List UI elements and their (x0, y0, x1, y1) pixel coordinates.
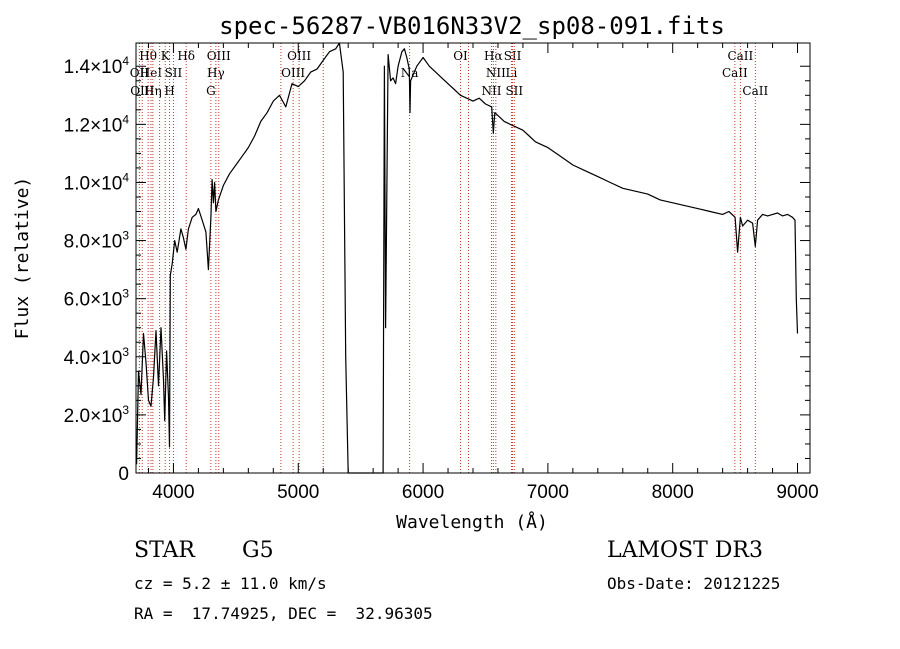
x-axis-label: Wavelength (Å) (396, 511, 548, 533)
y-tick-label: 1.2×104 (64, 112, 130, 136)
line-marker-label-2: Hθ (139, 49, 157, 63)
line-marker-label-21: Hα (484, 49, 503, 63)
x-tick-label: 5000 (277, 482, 319, 503)
object-subclass: G5 (242, 538, 274, 563)
line-marker-label-3: HeI (140, 66, 163, 80)
x-tick-label: 8000 (652, 482, 694, 503)
y-tick-label: 1.0×104 (64, 170, 130, 194)
object-class: STAR (134, 538, 195, 563)
x-axis: 4000 5000 6000 7000 8000 9000 (147, 43, 819, 503)
line-marker-label-28: CaII (742, 84, 768, 98)
coordinates: RA = 17.74925, DEC = 32.96305 (134, 604, 433, 623)
line-marker-label-14: OIII (281, 66, 305, 80)
emission-line-markers: OIIOIIIHθHeIHηKHSIIHδGHγOIIIOIIIOIIINaOI… (130, 43, 768, 473)
line-marker-label-20: NII (481, 84, 501, 98)
y-tick-label: 8.0×103 (64, 229, 130, 253)
line-marker-label-12: OIII (207, 49, 231, 63)
y-tick-label: 6.0×103 (64, 287, 130, 311)
y-tick-label: 0 (118, 464, 129, 485)
x-tick-label: 6000 (402, 482, 444, 503)
line-marker-label-25: SII (505, 84, 523, 98)
y-tick-label: 1.4×104 (64, 54, 130, 78)
line-marker-label-18: OI (453, 49, 468, 63)
line-marker-label-4: Hη (144, 84, 162, 98)
line-marker-label-11: Hγ (207, 66, 225, 80)
line-marker-label-23: Li (506, 66, 518, 80)
obs-date: Obs-Date: 20121225 (607, 574, 781, 593)
line-marker-label-26: CaII (722, 66, 748, 80)
y-axis: 0 2.0×103 4.0×103 6.0×103 8.0×103 1.0×104 1.2×… (64, 54, 810, 485)
line-marker-label-27: CaII (727, 49, 753, 63)
line-marker-label-9: Hδ (177, 49, 195, 63)
line-marker-label-15: OIII (287, 49, 311, 63)
redshift-value: cz = 5.2 ± 11.0 km/s (134, 574, 327, 593)
survey-name: LAMOST DR3 (607, 538, 763, 563)
x-tick-label: 4000 (152, 482, 194, 503)
y-tick-label: 2.0×103 (64, 403, 130, 427)
chart-title: spec-56287-VB016N33V2_sp08-091.fits (219, 12, 725, 40)
y-axis-label: Flux (relative) (12, 177, 33, 340)
spectrum-series (136, 42, 799, 474)
spectrum-line (136, 42, 799, 474)
x-tick-label: 7000 (527, 482, 569, 503)
line-marker-label-24: SII (504, 49, 522, 63)
plot-frame (135, 42, 811, 474)
line-marker-label-8: SII (165, 66, 183, 80)
line-marker-label-0: OII (130, 66, 150, 80)
x-tick-label: 9000 (776, 482, 818, 503)
line-marker-label-10: G (206, 84, 216, 98)
line-marker-label-6: K (161, 49, 171, 63)
line-marker-label-22: NII (486, 66, 506, 80)
line-marker-label-7: H (164, 84, 174, 98)
y-tick-label: 4.0×103 (64, 345, 130, 369)
